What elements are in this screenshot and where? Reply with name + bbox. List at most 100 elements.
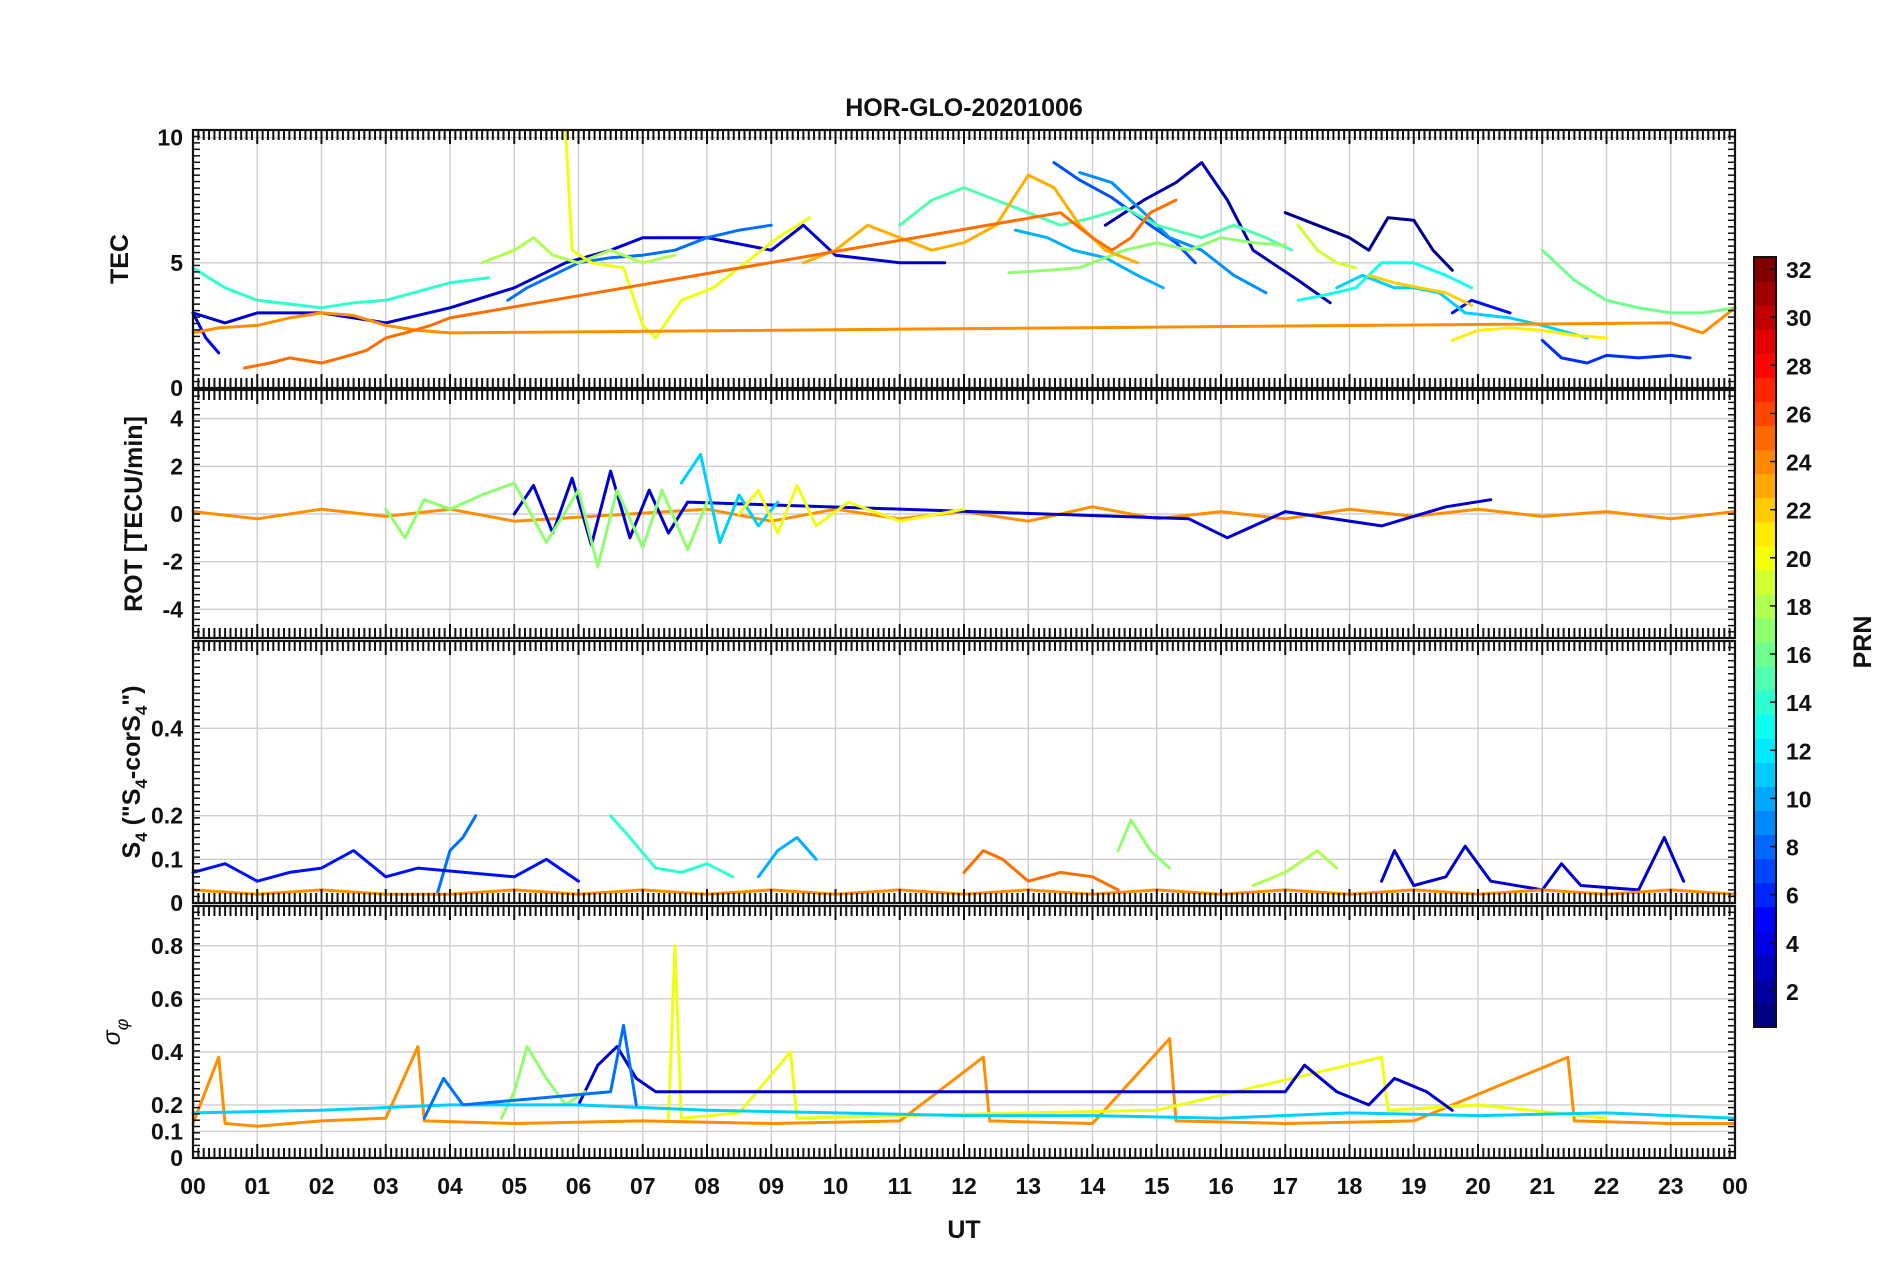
colorbar-segment (1754, 353, 1776, 378)
y-tick-label: -4 (163, 596, 184, 622)
series-prn-13-tec (1296, 261, 1474, 302)
colorbar-tick-label: 20 (1786, 546, 1812, 572)
panel-frame (191, 388, 1737, 640)
colorbar-tick-label: 10 (1786, 786, 1812, 812)
series-prn-12-rot (679, 452, 780, 545)
series-prn-19-tec (1296, 223, 1358, 270)
series-prn-4-tec (191, 223, 947, 325)
series-prn-18-s4 (1251, 849, 1339, 887)
y-tick-label: 0.8 (151, 933, 183, 959)
colorbar-segment (1754, 666, 1776, 691)
y-tick-label: 4 (170, 406, 183, 432)
colorbar-segment (1754, 978, 1776, 1004)
colorbar-frame (1753, 256, 1777, 1028)
x-tick-label: 02 (309, 1173, 335, 1199)
x-tick-label: 23 (1658, 1173, 1684, 1199)
y-tick-label: 0.1 (151, 846, 183, 872)
y-axis-label-s4: S4 ("S4-corS4") (118, 686, 151, 859)
colorbar-segment (1754, 593, 1776, 619)
x-tick-label: 05 (501, 1173, 527, 1199)
series-prn-25-s4 (962, 849, 1120, 892)
x-tick-label: 16 (1208, 1173, 1234, 1199)
x-tick-label: 19 (1401, 1173, 1427, 1199)
colorbar-segment (1754, 1002, 1776, 1028)
series-prn-24-tec (191, 306, 1737, 335)
colorbar-tick-label: 28 (1786, 353, 1812, 379)
colorbar-segment (1754, 425, 1776, 451)
y-tick-label: 10 (157, 125, 183, 151)
series-prn-25-tec (242, 198, 1178, 370)
y-axis-label-rot: ROT [TECU/min] (120, 416, 148, 612)
colorbar-segment (1754, 882, 1776, 908)
y-tick-label: -2 (163, 549, 183, 575)
colorbar-segment (1754, 762, 1776, 787)
colorbar-segment (1754, 786, 1776, 812)
colorbar-segment (1754, 714, 1776, 739)
series-prn-4-rot (512, 469, 1493, 547)
x-tick-label: 06 (566, 1173, 592, 1199)
y-tick-label: 5 (170, 250, 183, 276)
colorbar-tick-label: 4 (1786, 931, 1799, 957)
series-prn-14-tec (191, 266, 490, 310)
series-prn-14-s4 (609, 814, 735, 879)
colorbar-segment (1754, 834, 1776, 860)
series-prn-11-tec (1013, 228, 1165, 290)
tick-marks (192, 905, 1736, 1159)
series-prn-21-tec (1450, 326, 1608, 342)
colorbar-tick-label: 16 (1786, 642, 1812, 668)
colorbar-segment (1754, 521, 1776, 547)
x-tick-label: 17 (1272, 1173, 1298, 1199)
series-prn-17-rot (384, 481, 709, 568)
colorbar-segment (1754, 305, 1776, 330)
colorbar-tick-label: 22 (1786, 498, 1812, 524)
x-tick-label: 10 (823, 1173, 849, 1199)
colorbar-segment (1754, 906, 1776, 932)
x-tick-label: 12 (951, 1173, 977, 1199)
x-tick-label: 03 (373, 1173, 399, 1199)
panel-tec: 0 5 10 TEC (106, 125, 1737, 401)
y-tick-label: 0 (170, 1145, 183, 1171)
series-prn-7-tec (1540, 338, 1692, 365)
colorbar-segment (1754, 257, 1776, 282)
colorbar-segment (1754, 497, 1776, 523)
colorbar-segment (1754, 449, 1776, 475)
x-tick-label: 22 (1594, 1173, 1620, 1199)
colorbar-segment (1754, 281, 1776, 306)
series-prn-17-sigma_phi (499, 1045, 587, 1120)
colorbar-segment (1754, 858, 1776, 884)
x-tick-label: 15 (1144, 1173, 1170, 1199)
colorbar-segment (1754, 329, 1776, 354)
colorbar-segment (1754, 954, 1776, 980)
series-prn-16-tec (1540, 248, 1737, 315)
colorbar-segment (1754, 377, 1776, 402)
series-prn-20-tec (564, 128, 812, 340)
y-tick-label: 0.1 (151, 1118, 183, 1144)
colorbar-segment (1754, 545, 1776, 571)
colorbar-tick-label: 6 (1786, 883, 1799, 909)
panel-frame (191, 639, 1737, 905)
series-prn-9-sigma_phi (422, 1023, 638, 1120)
series-prn-3-tec (1103, 161, 1332, 305)
series-prn-24-rot (191, 505, 1737, 523)
y-tick-label: 0.4 (151, 1039, 183, 1065)
x-tick-label: 04 (437, 1173, 463, 1199)
series-prn-17-s4 (1116, 818, 1172, 870)
series-prn-4-s4 (1380, 836, 1686, 892)
colorbar-tick-label: 18 (1786, 594, 1812, 620)
series-prn-5-tec (191, 311, 221, 355)
panel-s4: 0 0.1 0.2 0.4S4 ("S4-corS4") (118, 639, 1737, 916)
colorbar-tick-label: 24 (1786, 450, 1812, 476)
series-prn-22-tec (1367, 273, 1474, 307)
series-prn-12-sigma_phi (191, 1103, 1737, 1120)
colorbar-tick-label: 14 (1786, 690, 1812, 716)
colorbar-segment (1754, 738, 1776, 763)
chart-title: HOR-GLO-20201006 (845, 94, 1083, 122)
colorbar-segment (1754, 401, 1776, 427)
x-tick-label: 01 (244, 1173, 270, 1199)
colorbar-segment (1754, 810, 1776, 836)
series-prn-4-sigma_phi (577, 1045, 1454, 1112)
y-tick-label: 0.6 (151, 986, 183, 1012)
series-prn-10-tec (1078, 171, 1268, 295)
